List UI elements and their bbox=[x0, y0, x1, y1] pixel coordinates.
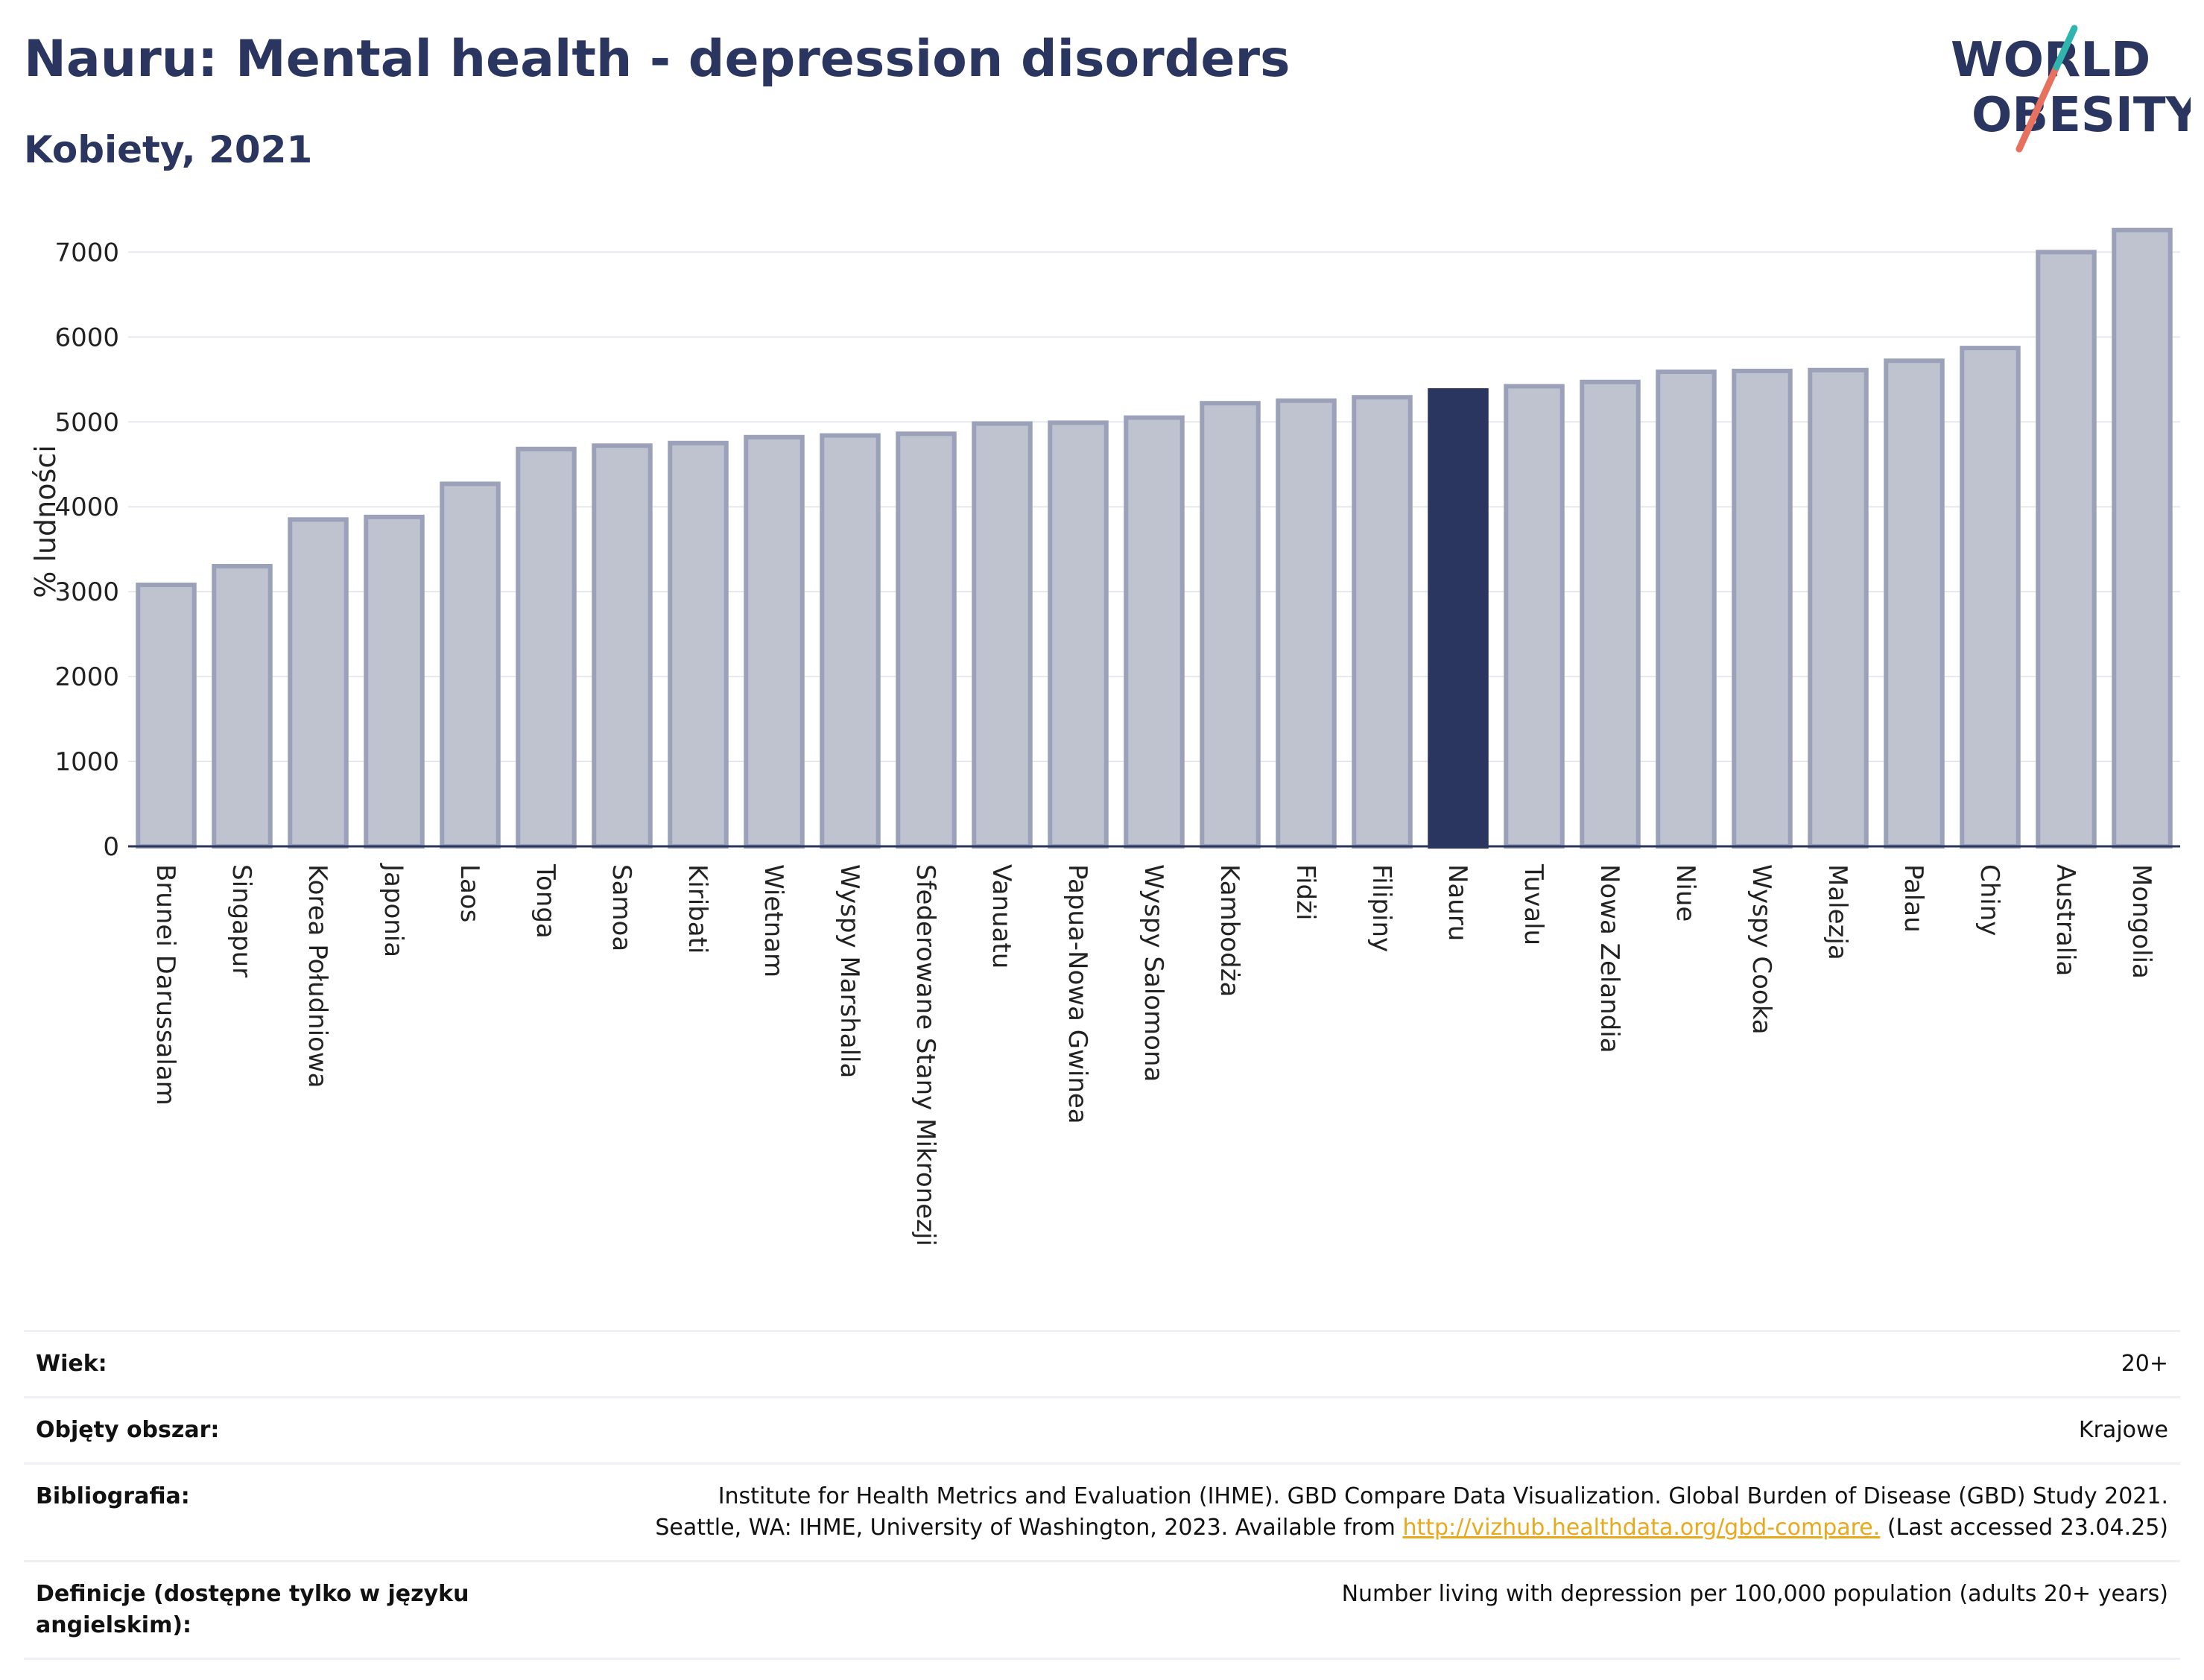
x-tick-label: Wyspy Cooka bbox=[1747, 864, 1776, 1035]
bibliography-line1: Institute for Health Metrics and Evaluat… bbox=[718, 1483, 2168, 1509]
meta-definitions-label: Definicje (dostępne tylko w języku angie… bbox=[36, 1581, 469, 1638]
meta-definitions-value: Number living with depression per 100,00… bbox=[1341, 1581, 2168, 1607]
x-tick-label: Filipiny bbox=[1367, 864, 1396, 952]
y-tick-label: 5000 bbox=[54, 408, 119, 437]
x-tick-label: Malezja bbox=[1823, 864, 1852, 960]
y-tick-label: 0 bbox=[103, 832, 119, 862]
x-tick-label: Australia bbox=[2051, 864, 2080, 976]
x-tick-label: Palau bbox=[1899, 864, 1928, 933]
x-tick-label: Wyspy Marshalla bbox=[835, 864, 864, 1078]
bar-filipiny[interactable] bbox=[1352, 395, 1413, 849]
x-tick-label: Chiny bbox=[1975, 864, 2004, 936]
bar-papua-nowa-gwinea[interactable] bbox=[1048, 420, 1109, 849]
bibliography-line2: Seattle, WA: IHME, University of Washing… bbox=[655, 1512, 2168, 1544]
world-obesity-logo: WORLD OBESITY bbox=[1951, 25, 2191, 153]
x-tick-label: Tuvalu bbox=[1519, 863, 1548, 945]
x-tick-label: Samoa bbox=[607, 864, 636, 951]
bar-wietnam[interactable] bbox=[744, 434, 805, 849]
y-tick-label: 7000 bbox=[54, 238, 119, 267]
x-tick-label: Singapur bbox=[227, 864, 256, 977]
bar-sfederowane-stany-mikronezji[interactable] bbox=[896, 431, 957, 849]
bar-nowa-zelandia[interactable] bbox=[1580, 379, 1641, 849]
meta-row-bibliography: Bibliografia: Institute for Health Metri… bbox=[24, 1462, 2180, 1560]
x-tick-label: Wyspy Salomona bbox=[1139, 864, 1168, 1082]
bar-singapur[interactable] bbox=[212, 563, 273, 849]
bar-laos[interactable] bbox=[440, 481, 501, 849]
y-tick-label: 6000 bbox=[54, 323, 119, 352]
bar-palau[interactable] bbox=[1884, 358, 1945, 849]
x-axis-labels: Brunei Darussalam Singapur Korea Południow… bbox=[151, 863, 2156, 1246]
y-tick-label: 1000 bbox=[54, 747, 119, 777]
y-tick-label: 2000 bbox=[54, 662, 119, 692]
logo-line2: OBESITY bbox=[1972, 88, 2191, 143]
x-tick-label: Brunei Darussalam bbox=[151, 864, 180, 1106]
bar-nauru[interactable] bbox=[1428, 388, 1489, 849]
meta-age-label: Wiek: bbox=[36, 1351, 107, 1377]
metadata-table: Wiek: 20+ Objęty obszar: Krajowe Bibliog… bbox=[24, 1330, 2180, 1660]
x-tick-label: Papua-Nowa Gwinea bbox=[1063, 864, 1092, 1124]
x-tick-label: Japonia bbox=[379, 863, 408, 957]
y-tick-label: 4000 bbox=[54, 492, 119, 522]
bar-niue[interactable] bbox=[1656, 370, 1717, 849]
x-tick-label: Laos bbox=[455, 864, 484, 922]
meta-row-age: Wiek: 20+ bbox=[24, 1330, 2180, 1396]
bar-chiny[interactable] bbox=[1960, 346, 2021, 849]
bibliography-line2-pre: Seattle, WA: IHME, University of Washing… bbox=[655, 1515, 1403, 1541]
bar-brunei-darussalam[interactable] bbox=[136, 583, 197, 849]
meta-coverage-label: Objęty obszar: bbox=[36, 1417, 220, 1443]
y-axis-label: % ludności bbox=[29, 445, 62, 598]
bar-samoa[interactable] bbox=[592, 443, 653, 849]
bar-australia[interactable] bbox=[2036, 250, 2097, 849]
bar-wyspy-cooka[interactable] bbox=[1732, 368, 1793, 849]
x-tick-label: Sfederowane Stany Mikronezji bbox=[911, 864, 940, 1246]
bar-japonia[interactable] bbox=[364, 514, 425, 849]
x-tick-label: Mongolia bbox=[2127, 864, 2156, 979]
x-tick-label: Wietnam bbox=[759, 864, 788, 977]
x-tick-label: Kambodża bbox=[1215, 864, 1244, 997]
x-tick-label: Niue bbox=[1671, 864, 1700, 922]
bar-vanuatu[interactable] bbox=[972, 421, 1033, 849]
meta-bibliography-label: Bibliografia: bbox=[36, 1483, 190, 1509]
meta-coverage-value: Krajowe bbox=[2078, 1417, 2168, 1443]
bar-kiribati[interactable] bbox=[668, 440, 729, 849]
bar-kambodża[interactable] bbox=[1200, 401, 1261, 849]
bar-tuvalu[interactable] bbox=[1504, 384, 1565, 849]
y-axis-ticks: 0 1000 2000 3000 4000 5000 6000 7000 bbox=[54, 238, 119, 862]
bar-wyspy-salomona[interactable] bbox=[1124, 415, 1185, 849]
bars bbox=[136, 227, 2173, 849]
bar-chart: 0 1000 2000 3000 4000 5000 6000 7000 Brunei Dar… bbox=[29, 227, 2180, 1246]
x-tick-label: Tonga bbox=[531, 863, 560, 939]
bar-malezja[interactable] bbox=[1808, 367, 1869, 849]
bar-fidżi[interactable] bbox=[1276, 398, 1337, 849]
bar-mongolia[interactable] bbox=[2112, 227, 2173, 849]
y-tick-label: 3000 bbox=[54, 577, 119, 607]
bibliography-line2-post: (Last accessed 23.04.25) bbox=[1880, 1515, 2168, 1541]
meta-row-definitions: Definicje (dostępne tylko w języku angie… bbox=[24, 1560, 2180, 1660]
bar-wyspy-marshalla[interactable] bbox=[820, 433, 881, 849]
meta-row-coverage: Objęty obszar: Krajowe bbox=[24, 1396, 2180, 1462]
meta-age-value: 20+ bbox=[2121, 1351, 2168, 1377]
x-tick-label: Nowa Zelandia bbox=[1595, 864, 1624, 1053]
bibliography-link[interactable]: http://vizhub.healthdata.org/gbd-compare… bbox=[1402, 1515, 1881, 1541]
x-tick-label: Fidżi bbox=[1291, 864, 1320, 920]
meta-bibliography-value: Institute for Health Metrics and Evaluat… bbox=[655, 1481, 2168, 1544]
page-subtitle: Kobiety, 2021 bbox=[24, 128, 313, 171]
bar-tonga[interactable] bbox=[516, 446, 577, 849]
page-title: Nauru: Mental health - depression disord… bbox=[24, 30, 1291, 89]
bar-korea-południowa[interactable] bbox=[288, 517, 349, 849]
x-tick-label: Korea Południowa bbox=[303, 864, 332, 1088]
x-tick-label: Vanuatu bbox=[987, 864, 1016, 969]
x-tick-label: Kiribati bbox=[683, 864, 712, 954]
x-tick-label: Nauru bbox=[1443, 864, 1472, 941]
